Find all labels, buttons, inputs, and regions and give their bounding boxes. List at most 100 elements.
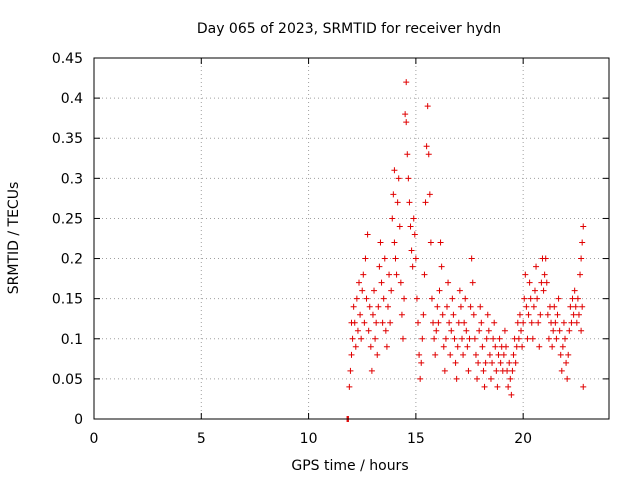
data-point: [507, 375, 514, 382]
data-point: [562, 335, 569, 342]
data-point: [381, 255, 388, 262]
data-point: [454, 343, 461, 350]
data-point: [515, 335, 522, 342]
data-point: [484, 311, 491, 318]
data-points: [344, 79, 587, 422]
data-point: [524, 335, 531, 342]
data-point: [580, 223, 587, 230]
data-point: [540, 287, 547, 294]
data-point: [555, 295, 562, 302]
data-point: [485, 327, 492, 334]
data-point: [471, 335, 478, 342]
data-point: [354, 327, 361, 334]
data-point: [550, 327, 557, 334]
data-point: [575, 311, 582, 318]
data-point: [559, 343, 566, 350]
data-point: [481, 383, 488, 390]
data-point: [438, 263, 445, 270]
data-point: [490, 335, 497, 342]
data-point: [443, 303, 450, 310]
data-point: [494, 383, 501, 390]
data-point: [435, 319, 442, 326]
data-point: [493, 367, 500, 374]
data-point: [542, 255, 549, 262]
data-point: [440, 343, 447, 350]
data-point: [448, 327, 455, 334]
data-point: [407, 223, 414, 230]
data-point: [449, 295, 456, 302]
y-axis-label: SRMTID / TECUs: [6, 182, 22, 295]
data-point: [436, 287, 443, 294]
data-point: [434, 303, 441, 310]
data-point: [403, 119, 410, 126]
data-point: [521, 295, 528, 302]
data-point: [363, 295, 370, 302]
data-point: [541, 271, 548, 278]
data-point: [574, 295, 581, 302]
data-point: [567, 303, 574, 310]
data-point: [369, 311, 376, 318]
data-point: [400, 335, 406, 342]
data-point: [527, 295, 534, 302]
data-point: [364, 231, 371, 238]
data-point: [525, 311, 532, 318]
axis-ticks: 0 0.05 0.1 0.15 0.2 0.25 0.3 0.35 0.4 0.45 0 5 10 15 2…: [52, 51, 609, 447]
data-point: [365, 327, 372, 334]
data-point: [391, 167, 398, 174]
y-tick-label: 0.4: [61, 91, 83, 107]
data-point: [356, 279, 363, 286]
data-point: [366, 303, 373, 310]
data-point: [477, 303, 484, 310]
data-point: [431, 335, 438, 342]
data-point: [391, 239, 398, 246]
data-point: [389, 215, 396, 222]
data-point: [433, 327, 440, 334]
data-point: [512, 359, 519, 366]
data-point: [393, 271, 400, 278]
data-point: [447, 351, 454, 358]
data-point: [408, 247, 415, 254]
data-point: [412, 255, 419, 262]
data-point: [478, 319, 485, 326]
data-point: [519, 343, 526, 350]
data-point: [384, 303, 391, 310]
data-point: [387, 319, 394, 326]
data-point: [572, 303, 579, 310]
data-point: [378, 279, 385, 286]
data-point: [459, 335, 466, 342]
data-point: [486, 351, 493, 358]
data-point: [529, 335, 536, 342]
data-point: [480, 367, 487, 374]
data-point: [386, 271, 393, 278]
data-point: [382, 327, 389, 334]
data-point: [359, 287, 366, 294]
data-point: [569, 295, 576, 302]
y-tick-label: 0.25: [52, 211, 83, 227]
data-point: [510, 351, 517, 358]
data-point: [404, 151, 411, 158]
data-point: [372, 335, 379, 342]
data-point: [492, 343, 499, 350]
data-point: [380, 295, 387, 302]
data-point: [518, 327, 525, 334]
data-point: [523, 303, 530, 310]
data-point: [551, 303, 558, 310]
data-point: [534, 295, 541, 302]
y-tick-label: 0.45: [52, 51, 83, 67]
data-point: [461, 319, 468, 326]
data-point: [439, 311, 446, 318]
data-point: [418, 359, 425, 366]
data-point: [415, 319, 422, 326]
data-point: [556, 327, 563, 334]
data-point: [467, 303, 474, 310]
data-point: [513, 343, 520, 350]
data-point: [571, 287, 578, 294]
data-point: [437, 239, 444, 246]
data-point: [520, 319, 527, 326]
data-point: [357, 311, 364, 318]
data-point: [482, 359, 489, 366]
data-point: [570, 311, 577, 318]
data-point: [553, 335, 560, 342]
data-point: [531, 287, 538, 294]
